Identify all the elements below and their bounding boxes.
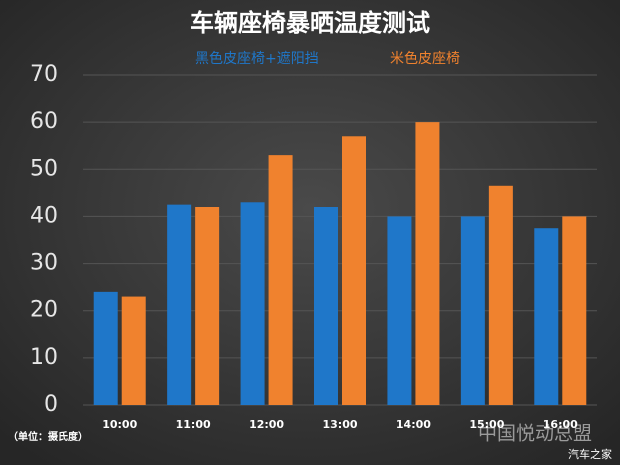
watermark: 汽车之家: [568, 447, 612, 461]
bar: [167, 204, 192, 405]
legend-entry: 米色皮座椅: [390, 50, 460, 67]
unit-note: （单位：摄氏度）: [8, 430, 88, 443]
x-tick-label: 15:00: [469, 418, 504, 431]
bar: [342, 136, 366, 406]
bar: [240, 202, 265, 405]
bar: [562, 216, 587, 405]
y-tick-label: 70: [30, 62, 58, 87]
bar: [93, 291, 118, 405]
bar: [488, 185, 513, 405]
y-tick-label: 40: [30, 203, 58, 228]
chart-title: 车辆座椅暴晒温度测试: [190, 9, 430, 37]
x-tick-label: 11:00: [176, 418, 211, 431]
bar: [415, 122, 440, 406]
x-tick-label: 13:00: [322, 418, 357, 431]
bar: [314, 207, 338, 405]
x-tick-label: 14:00: [396, 418, 431, 431]
bar: [460, 216, 485, 405]
bar: [195, 207, 220, 405]
y-tick-label: 50: [30, 156, 58, 181]
x-tick-label: 16:00: [543, 418, 578, 431]
x-tick-label: 12:00: [249, 418, 284, 431]
bar: [387, 216, 412, 405]
bar: [268, 155, 293, 405]
legend-entry: 黑色皮座椅+遮阳挡: [195, 50, 319, 67]
x-tick-label: 10:00: [102, 418, 137, 431]
bar: [534, 228, 559, 405]
y-tick-label: 20: [30, 298, 58, 323]
y-tick-label: 30: [30, 251, 58, 276]
y-tick-label: 60: [30, 109, 58, 134]
y-tick-label: 10: [30, 345, 58, 370]
bar: [121, 296, 146, 405]
watermark: 中国悦动总盟: [478, 423, 592, 445]
y-tick-label: 0: [44, 392, 58, 417]
